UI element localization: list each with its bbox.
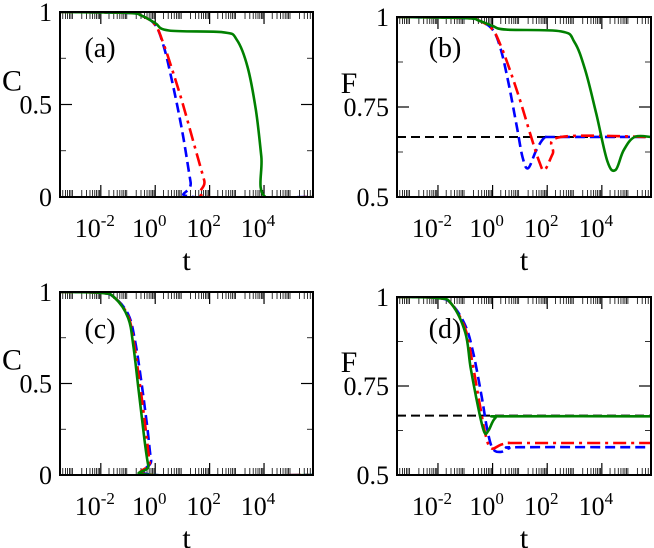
panel-a: 10-2 100 102 104 0 0.5 1 (a) t C [2, 0, 314, 277]
y-tick-label: 0.5 [20, 370, 53, 399]
panel-label: (a) [84, 33, 115, 64]
y-tick-label: 0.5 [357, 183, 390, 212]
y-tick-label: 0.5 [357, 461, 390, 490]
x-tick-label: 102 [186, 489, 221, 521]
series-green-solid [397, 297, 651, 436]
x-axis-label: t [520, 522, 529, 548]
panel-label: (b) [429, 33, 462, 64]
x-axis-label: t [520, 244, 529, 277]
x-tick-label: 104 [579, 211, 614, 243]
y-tick-label: 1 [39, 0, 52, 27]
x-axis-label: t [182, 244, 191, 277]
x-axis-label: t [182, 522, 191, 548]
x-tick-label: 100 [469, 489, 504, 521]
series-green-solid [397, 17, 651, 173]
y-axis-label: C [2, 65, 22, 98]
x-tick-label: 104 [579, 489, 614, 521]
plot-frame [396, 296, 652, 476]
x-tick-label: 100 [132, 489, 167, 521]
y-axis-label: C [2, 344, 22, 377]
x-tick-label: 104 [241, 489, 276, 521]
y-tick-label: 0.75 [344, 372, 390, 401]
y-tick-label: 0 [39, 461, 52, 490]
panel-label: (c) [84, 314, 115, 345]
series-green-solid [60, 12, 313, 197]
y-tick-label: 1 [376, 3, 389, 32]
x-tick-label: 10-2 [75, 489, 115, 521]
y-tick-label: 0.5 [20, 91, 53, 120]
y-tick-label: 0 [39, 183, 52, 212]
y-tick-label: 0.75 [344, 93, 390, 122]
x-tick-label: 10-2 [412, 489, 452, 521]
y-axis-label: F [341, 346, 358, 379]
y-axis-label: F [341, 67, 358, 100]
x-tick-label: 100 [469, 211, 504, 243]
plot-frame [59, 291, 314, 476]
panel-label: (d) [429, 314, 462, 345]
plot-frame [396, 16, 652, 198]
series-blue-dashed [397, 297, 651, 454]
x-tick-label: 102 [524, 211, 559, 243]
x-tick-label: 104 [241, 211, 276, 243]
x-tick-label: 10-2 [75, 211, 115, 243]
panel-c: 10-2 100 102 104 0 0.5 1 (c) t C [2, 278, 314, 548]
panel-b: 10-2 100 102 104 0.5 0.75 1 (b) t F [341, 3, 652, 277]
plot-frame [59, 11, 314, 198]
y-tick-label: 1 [376, 283, 389, 312]
x-tick-label: 102 [186, 211, 221, 243]
y-tick-label: 1 [39, 278, 52, 307]
x-tick-label: 100 [132, 211, 167, 243]
x-tick-label: 102 [524, 489, 559, 521]
x-tick-label: 10-2 [412, 211, 452, 243]
panel-d: 10-2 100 102 104 0.5 0.75 1 (d) t F [341, 283, 652, 548]
